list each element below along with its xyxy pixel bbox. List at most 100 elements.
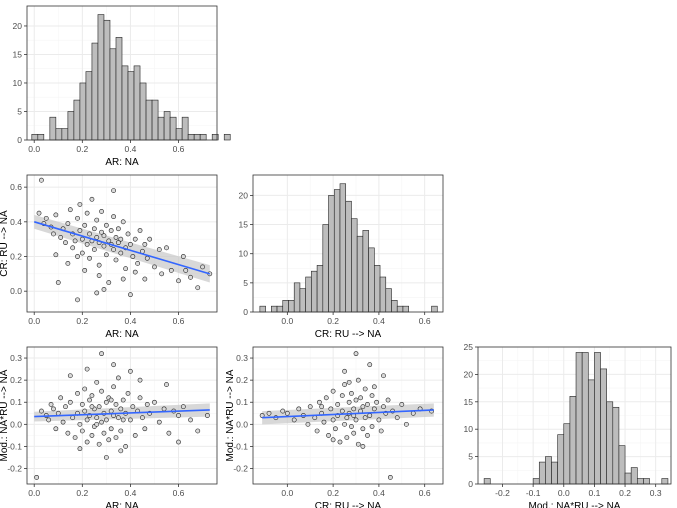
scatter-point (369, 424, 375, 429)
histogram-bar (85, 71, 93, 141)
scatter-point (339, 408, 345, 414)
scatter-point (113, 435, 119, 440)
trend-line (33, 221, 211, 275)
histogram-bar (282, 300, 289, 313)
histogram-bar (163, 111, 171, 141)
x-tick-label: 0.3 (650, 488, 662, 498)
x-tick-label: 0.6 (419, 316, 431, 326)
scatter-point (108, 408, 114, 414)
scatter-point (115, 415, 121, 421)
scatter-point (200, 264, 205, 270)
scatter-point (79, 428, 85, 434)
scatter-point (101, 243, 107, 249)
histogram-bar (575, 352, 583, 485)
histogram-bar (276, 305, 284, 313)
scatter-point (403, 421, 409, 427)
scatter-point (111, 214, 116, 220)
scatter-point (108, 228, 114, 233)
scatter-point (374, 399, 380, 405)
scatter-point (75, 391, 80, 396)
histogram-bar (606, 401, 614, 485)
scatter-point (125, 391, 131, 396)
histogram-bar (121, 65, 129, 141)
scatter-point (342, 421, 347, 427)
histogram-bar (115, 37, 123, 141)
scatter-point (120, 397, 126, 403)
scatter-point (103, 455, 109, 460)
y-tick-label: 0.1 (10, 397, 22, 407)
histogram-bar (391, 300, 398, 313)
scatter-point (101, 233, 107, 239)
scatter-point (46, 417, 52, 423)
histogram-bar (187, 133, 195, 141)
histogram-bar (624, 472, 632, 485)
scatter-point (39, 408, 44, 414)
histogram-bar (385, 288, 392, 313)
scatter-point (77, 202, 83, 207)
y-tick-label: 0.3 (10, 353, 22, 363)
scatter-point (51, 231, 56, 237)
scatter-ar-mod-panel: 0.0 0.2 0.4 0.6 -0.2 -0.1 0.0 0.1 0.2 0.3 AR: NA Mo… (0, 346, 218, 508)
y-tick-label: 0.2 (10, 252, 22, 262)
scatter-point (330, 417, 336, 423)
scatter-point (94, 421, 100, 427)
histogram-bar (311, 270, 318, 313)
trend-line (34, 409, 210, 418)
scatter-point (195, 285, 201, 291)
histogram-bar (91, 42, 99, 141)
x-tick-label: 0.2 (76, 488, 88, 498)
x-tick-label: 0.2 (327, 316, 339, 326)
x-tick-label: 0.0 (558, 488, 570, 498)
histogram-bar (55, 128, 63, 141)
scatter-point (58, 235, 64, 240)
scatter-point (84, 366, 90, 372)
scatter-point (53, 252, 59, 258)
scatter-point (342, 368, 347, 374)
histogram-bar (339, 183, 347, 313)
scatter-point (79, 402, 85, 407)
y-tick-label: 10 (13, 78, 23, 88)
scatter-point (48, 402, 54, 407)
x-tick-label: 0.0 (28, 144, 40, 154)
scatter-point (280, 408, 286, 414)
scatter-point (113, 235, 119, 240)
scatter-point (132, 269, 138, 275)
scatter-point (135, 261, 141, 266)
scatter-point (335, 402, 341, 407)
scatter-point (381, 404, 386, 410)
scatter-point (365, 432, 370, 438)
scatter-point (60, 419, 66, 425)
scatter-point (34, 474, 40, 480)
scatter-point (344, 415, 350, 421)
scatter-point (176, 439, 181, 445)
scatter-point (312, 415, 318, 421)
histogram-bar (31, 133, 39, 141)
scatter-point (204, 413, 210, 418)
histogram-bar (79, 82, 87, 141)
scatter-point (176, 278, 181, 284)
panel-border (26, 5, 218, 141)
panel-border (252, 346, 444, 485)
scatter-point (142, 276, 148, 282)
histogram-bar (637, 478, 644, 485)
histogram-bar (532, 478, 540, 485)
scatter-point (387, 474, 393, 480)
scatter-point (385, 397, 391, 403)
scatter-point (111, 384, 116, 390)
scatter-point (55, 410, 61, 416)
scatter-point (337, 439, 343, 445)
histogram-bar (193, 133, 201, 141)
scatter-point (342, 382, 347, 387)
scatter-point (376, 417, 382, 423)
scatter-point (99, 229, 104, 235)
y-tick-label: 5 (243, 278, 248, 288)
scatter-point (108, 426, 114, 432)
y-tick-label: 0.0 (10, 286, 22, 296)
scatter-point (36, 210, 42, 216)
x-tick-label: 0.4 (125, 316, 137, 326)
scatter-point (307, 404, 313, 410)
y-tick-label: 0.1 (236, 397, 248, 407)
scatter-point (140, 415, 145, 421)
scatter-point (316, 399, 322, 405)
